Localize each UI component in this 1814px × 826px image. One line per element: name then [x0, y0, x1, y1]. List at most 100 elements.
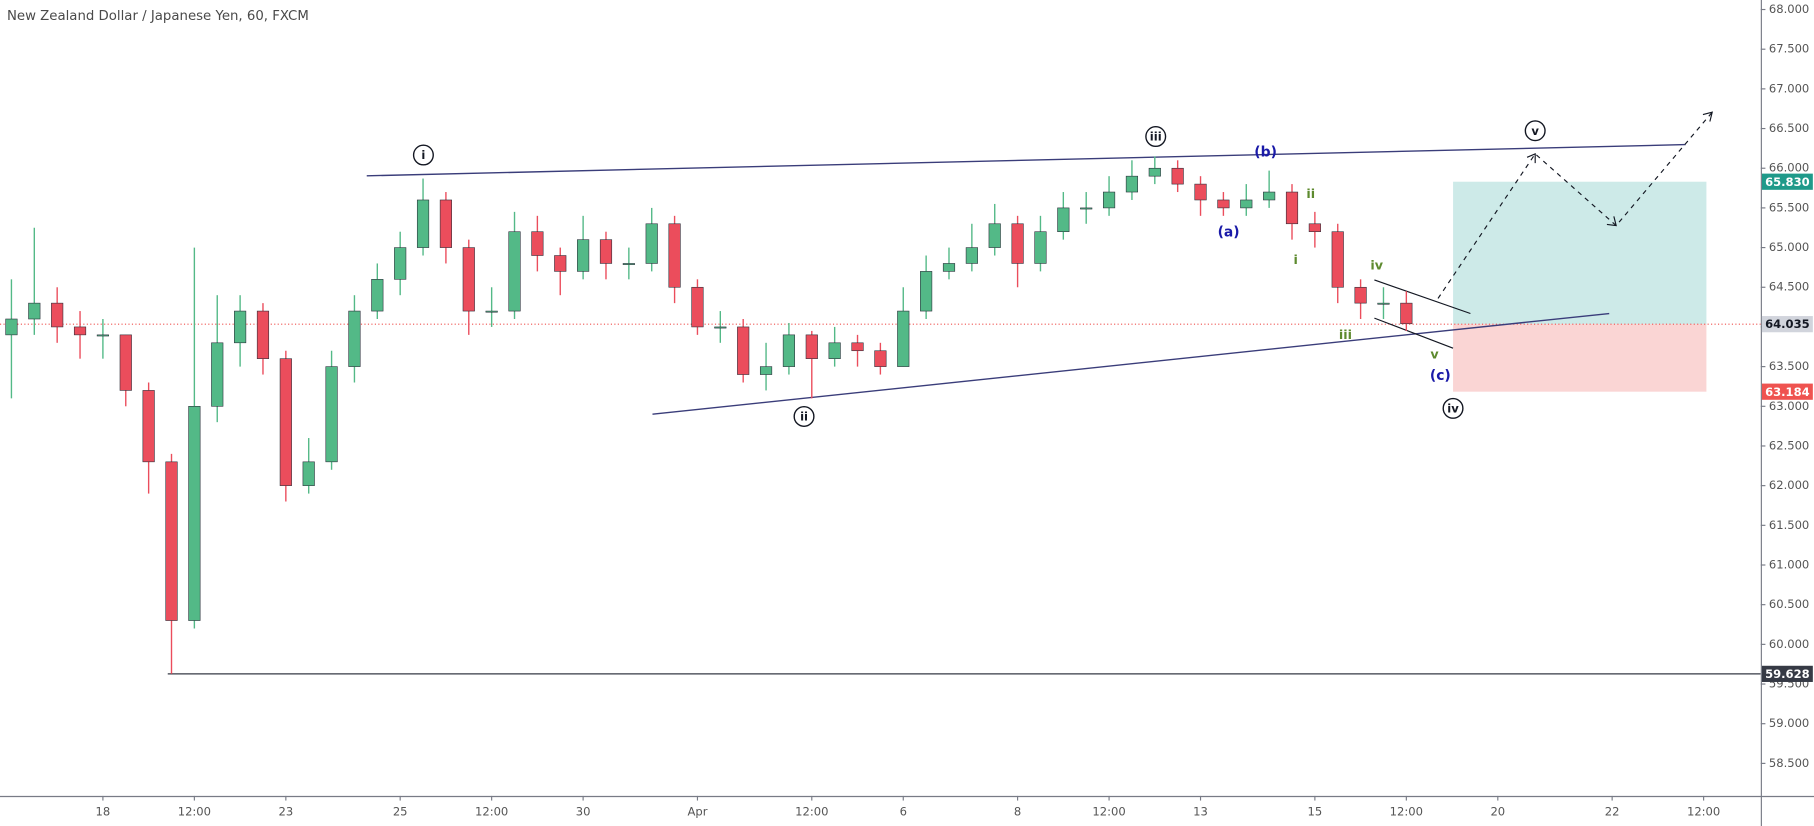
price-badge	[1761, 665, 1813, 682]
y-tick-label: 62.000	[1769, 478, 1809, 492]
y-tick-label: 63.500	[1769, 359, 1809, 373]
candle-body	[1308, 223, 1321, 233]
candle-body	[1377, 302, 1390, 305]
wave-label: (c)	[1430, 368, 1451, 384]
candle-body	[1125, 175, 1139, 193]
price-badge-label: 65.830	[1765, 175, 1810, 189]
x-tick-label: 12:00	[1687, 805, 1720, 819]
upper-trendline	[366, 143, 1686, 177]
y-tick-label: 67.000	[1769, 81, 1809, 95]
price-badge-label: 59.628	[1765, 667, 1810, 681]
y-tick-label: 66.500	[1769, 121, 1809, 135]
stop-zone	[1453, 324, 1707, 392]
candle-body	[142, 390, 155, 463]
candle-body	[416, 199, 430, 248]
layer-candles	[5, 156, 1413, 674]
y-tick-label: 61.000	[1769, 558, 1809, 572]
y-tick-label: 65.000	[1769, 240, 1809, 254]
x-tick-label: 12:00	[1390, 805, 1423, 819]
wave-label: ii	[1306, 186, 1315, 201]
y-tick-label: 62.500	[1769, 438, 1809, 452]
y-tick-label: 66.000	[1769, 161, 1809, 175]
y-tick-label: 59.000	[1769, 716, 1809, 730]
projection-path	[1437, 111, 1713, 299]
candle-body	[73, 326, 87, 336]
candle-body	[1148, 167, 1161, 177]
x-tick-label: 12:00	[1092, 805, 1125, 819]
wedge-line	[1374, 279, 1471, 315]
wave-label: i	[1294, 252, 1298, 267]
candle-body	[508, 231, 521, 312]
wave-label: v	[1430, 347, 1439, 362]
x-tick-label: 22	[1605, 805, 1620, 819]
price-badge	[1761, 383, 1813, 400]
target-zone	[1453, 181, 1707, 325]
y-tick-label: 60.000	[1769, 637, 1809, 651]
y-tick-label: 61.500	[1769, 518, 1809, 532]
wave-circle	[1442, 397, 1464, 419]
candle-body	[965, 247, 978, 264]
candle-body	[211, 342, 224, 407]
candle-body	[1240, 199, 1253, 209]
x-tick-label: 15	[1308, 805, 1323, 819]
candle-body	[1034, 231, 1047, 264]
candle-body	[554, 255, 567, 272]
candle-body	[874, 350, 887, 367]
x-tick-label: 23	[278, 805, 293, 819]
candle-body	[1400, 302, 1413, 325]
wave-label: iv	[1447, 401, 1459, 415]
candle-body	[5, 318, 18, 336]
candle-body	[188, 406, 201, 621]
wave-circle	[793, 405, 815, 427]
candle-body	[119, 334, 132, 391]
candle-body	[371, 279, 384, 312]
candle-body	[256, 310, 270, 359]
x-tick-label: 30	[576, 805, 591, 819]
candle-body	[1102, 191, 1116, 209]
price-axis-bg	[1760, 0, 1814, 826]
candle-body	[897, 310, 910, 367]
candle-body	[279, 358, 292, 486]
layer-boxes	[0, 181, 1761, 675]
candle-body	[645, 223, 658, 264]
wave-label: (b)	[1254, 145, 1277, 161]
candle-body	[234, 310, 247, 344]
x-tick-label: 18	[96, 805, 111, 819]
candle-body	[439, 199, 452, 248]
y-tick-label: 67.500	[1769, 42, 1809, 56]
wave-label: (a)	[1218, 225, 1240, 241]
wave-label: iv	[1370, 258, 1383, 273]
x-tick-label: 8	[1014, 805, 1021, 819]
candle-body	[28, 302, 41, 320]
candle-body	[1080, 207, 1093, 210]
candle-body	[622, 263, 635, 265]
price-badge-label: 63.184	[1765, 385, 1810, 399]
candle-body	[1057, 207, 1070, 233]
candle-body	[531, 231, 544, 256]
candle-body	[714, 326, 727, 329]
candle-body	[348, 310, 361, 367]
wave-label: iii	[1339, 327, 1352, 342]
candle-body	[1331, 231, 1344, 288]
candle-body	[828, 342, 841, 359]
candle-body	[759, 366, 773, 375]
candle-body	[851, 342, 864, 352]
candle-body	[668, 223, 681, 288]
x-tick-label: 12:00	[178, 805, 211, 819]
x-tick-label: 12:00	[795, 805, 828, 819]
chart-title: New Zealand Dollar / Japanese Yen, 60, F…	[7, 9, 309, 24]
x-tick-label: 6	[900, 805, 907, 819]
candle-body	[165, 461, 178, 621]
candle-body	[1194, 183, 1207, 201]
layer-axes: 58.50059.00059.50060.00060.50061.00061.5…	[96, 2, 1813, 819]
wave-label: i	[421, 148, 425, 162]
arrow-head	[1702, 111, 1713, 122]
candle-body	[691, 286, 704, 328]
y-tick-label: 58.500	[1769, 756, 1809, 770]
candle-body	[462, 247, 475, 312]
wave-circle	[412, 144, 434, 166]
